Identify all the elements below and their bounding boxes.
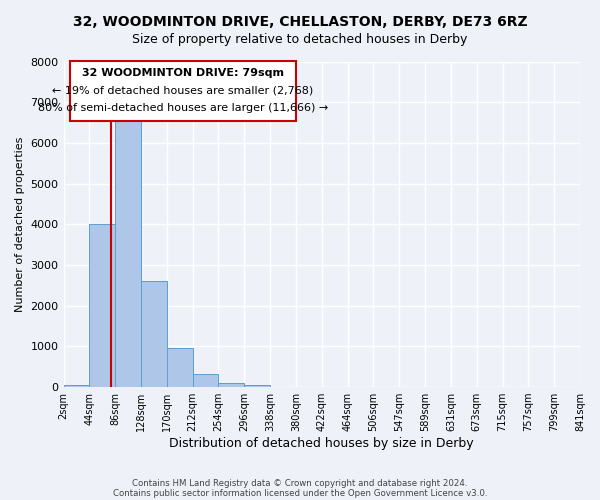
Text: Size of property relative to detached houses in Derby: Size of property relative to detached ho… — [133, 32, 467, 46]
Text: Contains HM Land Registry data © Crown copyright and database right 2024.: Contains HM Land Registry data © Crown c… — [132, 478, 468, 488]
Bar — [218, 382, 244, 387]
Text: Contains public sector information licensed under the Open Government Licence v3: Contains public sector information licen… — [113, 488, 487, 498]
Bar — [244, 385, 270, 387]
Bar — [193, 374, 218, 387]
Text: 80% of semi-detached houses are larger (11,666) →: 80% of semi-detached houses are larger (… — [38, 102, 328, 113]
Y-axis label: Number of detached properties: Number of detached properties — [15, 136, 25, 312]
Text: 32 WOODMINTON DRIVE: 79sqm: 32 WOODMINTON DRIVE: 79sqm — [82, 68, 284, 78]
Text: 32, WOODMINTON DRIVE, CHELLASTON, DERBY, DE73 6RZ: 32, WOODMINTON DRIVE, CHELLASTON, DERBY,… — [73, 15, 527, 29]
Bar — [70, 62, 296, 120]
Bar — [141, 282, 167, 387]
Bar — [167, 348, 193, 387]
Text: ← 19% of detached houses are smaller (2,768): ← 19% of detached houses are smaller (2,… — [52, 85, 314, 95]
X-axis label: Distribution of detached houses by size in Derby: Distribution of detached houses by size … — [169, 437, 474, 450]
Bar — [89, 224, 115, 387]
Bar — [64, 385, 89, 387]
Bar — [115, 118, 141, 387]
